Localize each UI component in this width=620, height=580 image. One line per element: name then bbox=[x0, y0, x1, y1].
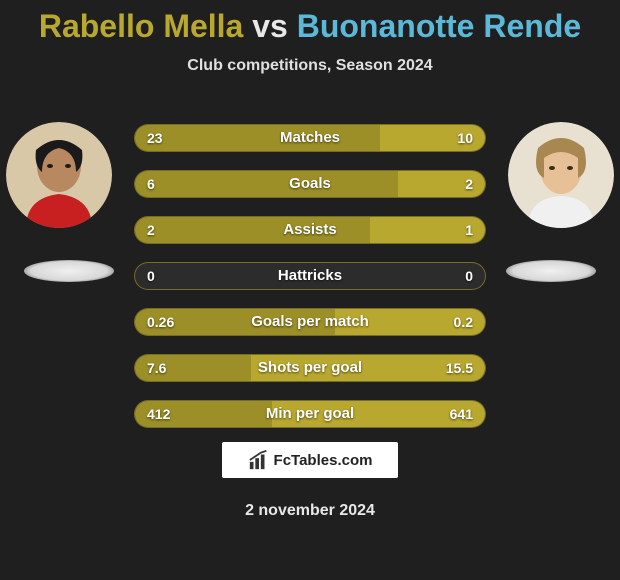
stat-row: 62Goals bbox=[134, 170, 486, 198]
stat-label: Goals bbox=[135, 171, 485, 197]
stats-bars: 2310Matches 62Goals 21Assists 00Hattricks 0.… bbox=[134, 124, 486, 446]
stat-label: Matches bbox=[135, 125, 485, 151]
comparison-card: Rabello Mella vs Buonanotte Rende Club c… bbox=[0, 0, 620, 580]
player1-name: Rabello Mella bbox=[39, 8, 244, 44]
stat-label: Shots per goal bbox=[135, 355, 485, 381]
stat-label: Min per goal bbox=[135, 401, 485, 427]
stat-label: Assists bbox=[135, 217, 485, 243]
player1-avatar bbox=[6, 122, 112, 228]
stat-row: 7.615.5Shots per goal bbox=[134, 354, 486, 382]
page-title: Rabello Mella vs Buonanotte Rende bbox=[0, 0, 620, 45]
vs-label: vs bbox=[252, 8, 288, 44]
player2-name: Buonanotte Rende bbox=[297, 8, 581, 44]
subtitle: Club competitions, Season 2024 bbox=[0, 57, 620, 75]
source-logo: FcTables.com bbox=[222, 442, 398, 478]
date-label: 2 november 2024 bbox=[0, 502, 620, 520]
stat-row: 00Hattricks bbox=[134, 262, 486, 290]
stat-row: 21Assists bbox=[134, 216, 486, 244]
avatar-shadow bbox=[506, 260, 596, 282]
player2-avatar bbox=[508, 122, 614, 228]
stat-row: 0.260.2Goals per match bbox=[134, 308, 486, 336]
avatar-placeholder-icon bbox=[508, 122, 614, 228]
stat-label: Hattricks bbox=[135, 263, 485, 289]
logo-chart-icon bbox=[248, 449, 270, 471]
stat-label: Goals per match bbox=[135, 309, 485, 335]
logo-text: FcTables.com bbox=[274, 452, 373, 469]
avatar-shadow bbox=[24, 260, 114, 282]
stat-row: 412641Min per goal bbox=[134, 400, 486, 428]
avatar-placeholder-icon bbox=[6, 122, 112, 228]
stat-row: 2310Matches bbox=[134, 124, 486, 152]
